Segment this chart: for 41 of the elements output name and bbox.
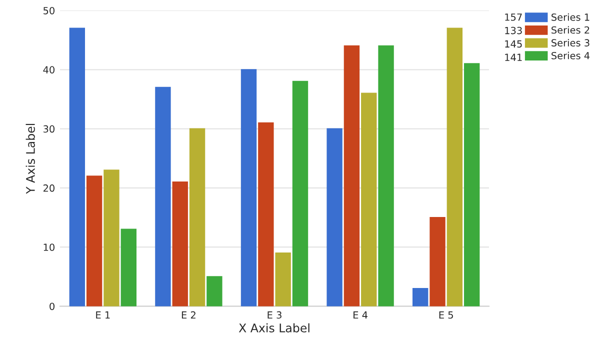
bar	[172, 181, 188, 306]
y-tick-label: 20	[43, 184, 54, 192]
bar	[258, 122, 274, 306]
bar	[189, 128, 206, 306]
bar	[344, 45, 360, 306]
y-tick-label: 0	[50, 302, 54, 310]
bar	[326, 128, 342, 306]
legend-label: Series 4	[552, 52, 590, 60]
y-tick-label: 30	[44, 125, 54, 133]
bar	[155, 86, 171, 306]
y-tick-label: 10	[44, 244, 54, 251]
bar	[430, 216, 446, 306]
x-axis-title: X Axis Label	[238, 323, 310, 332]
text: 157	[505, 14, 522, 21]
legend-label: Series 1	[552, 13, 590, 21]
text: 145	[505, 40, 522, 48]
y-axis-title: Y Axis Label	[26, 124, 35, 194]
bar	[412, 288, 428, 306]
x-tick-label: E 2	[182, 311, 196, 318]
x-tick-label: E 1	[96, 311, 110, 318]
text: 133	[505, 26, 522, 34]
x-tick-label: E 4	[354, 311, 368, 318]
bar	[446, 28, 463, 306]
bar	[69, 28, 86, 306]
bar	[275, 252, 291, 306]
bar	[240, 69, 257, 306]
legend-label: Series 2	[552, 26, 590, 34]
bar	[120, 228, 136, 306]
y-tick-label: 40	[43, 66, 54, 74]
bar	[86, 176, 102, 306]
bar	[361, 92, 377, 306]
y-tick-label: 50	[44, 6, 54, 14]
bar	[104, 170, 120, 306]
x-tick-label: E 5	[439, 311, 453, 319]
x-tick-label: E 3	[268, 311, 282, 319]
bar	[292, 80, 308, 306]
legend-label: Series 3	[552, 38, 590, 46]
bar	[464, 63, 480, 306]
bar	[378, 45, 394, 306]
text: 141	[505, 54, 522, 61]
bar	[206, 276, 222, 306]
